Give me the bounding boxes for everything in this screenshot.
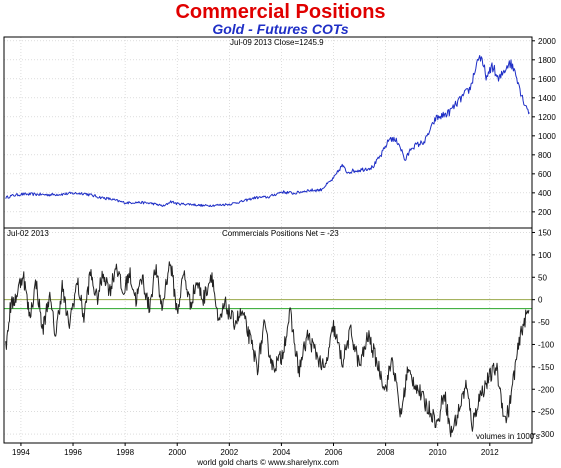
x-tick-label: 2004 [273,448,291,457]
y-tick-label: 400 [538,189,552,198]
y-tick-label: 600 [538,170,552,179]
footer-credit: world gold charts © www.sharelynx.com [196,458,339,467]
y-tick-label: -300 [538,430,555,439]
y-tick-label: 100 [538,251,552,260]
volume-note: volumes in 1000's [476,432,540,441]
y-tick-label: 200 [538,208,552,217]
y-tick-label: 1400 [538,94,556,103]
y-tick-label: 1200 [538,113,556,122]
price-panel-frame [3,36,533,229]
x-tick-label: 2002 [220,448,238,457]
y-tick-label: 1800 [538,56,556,65]
x-tick-label: 2000 [168,448,186,457]
cot-panel-date: Jul-02 2013 [7,229,49,238]
y-tick-label: 800 [538,151,552,160]
y-tick-label: 50 [538,273,547,282]
y-tick-label: 1000 [538,132,556,141]
y-tick-label: 0 [538,296,543,305]
y-tick-label: -200 [538,385,555,394]
y-tick-label: 150 [538,228,552,237]
y-tick-label: -100 [538,340,555,349]
y-tick-label: 1600 [538,75,556,84]
x-tick-label: 2010 [429,448,447,457]
x-tick-label: 2006 [325,448,343,457]
cot-panel-header: Commercials Positions Net = -23 [222,229,339,238]
cot-panel-frame [3,227,533,444]
y-tick-label: -250 [538,408,555,417]
series-line [5,55,530,207]
x-tick-label: 2012 [481,448,499,457]
x-tick-label: 1994 [12,448,30,457]
y-tick-label: -50 [538,318,550,327]
price-panel-header: Jul-09 2013 Close=1245.9 [230,38,324,47]
y-tick-label: -150 [538,363,555,372]
x-tick-label: 1996 [64,448,82,457]
chart-title: Commercial Positions [175,1,386,23]
y-tick-label: 2000 [538,37,556,46]
chart-subtitle: Gold - Futures COTs [212,21,349,37]
x-tick-label: 1998 [116,448,134,457]
x-tick-label: 2008 [377,448,395,457]
series-line [5,261,530,438]
